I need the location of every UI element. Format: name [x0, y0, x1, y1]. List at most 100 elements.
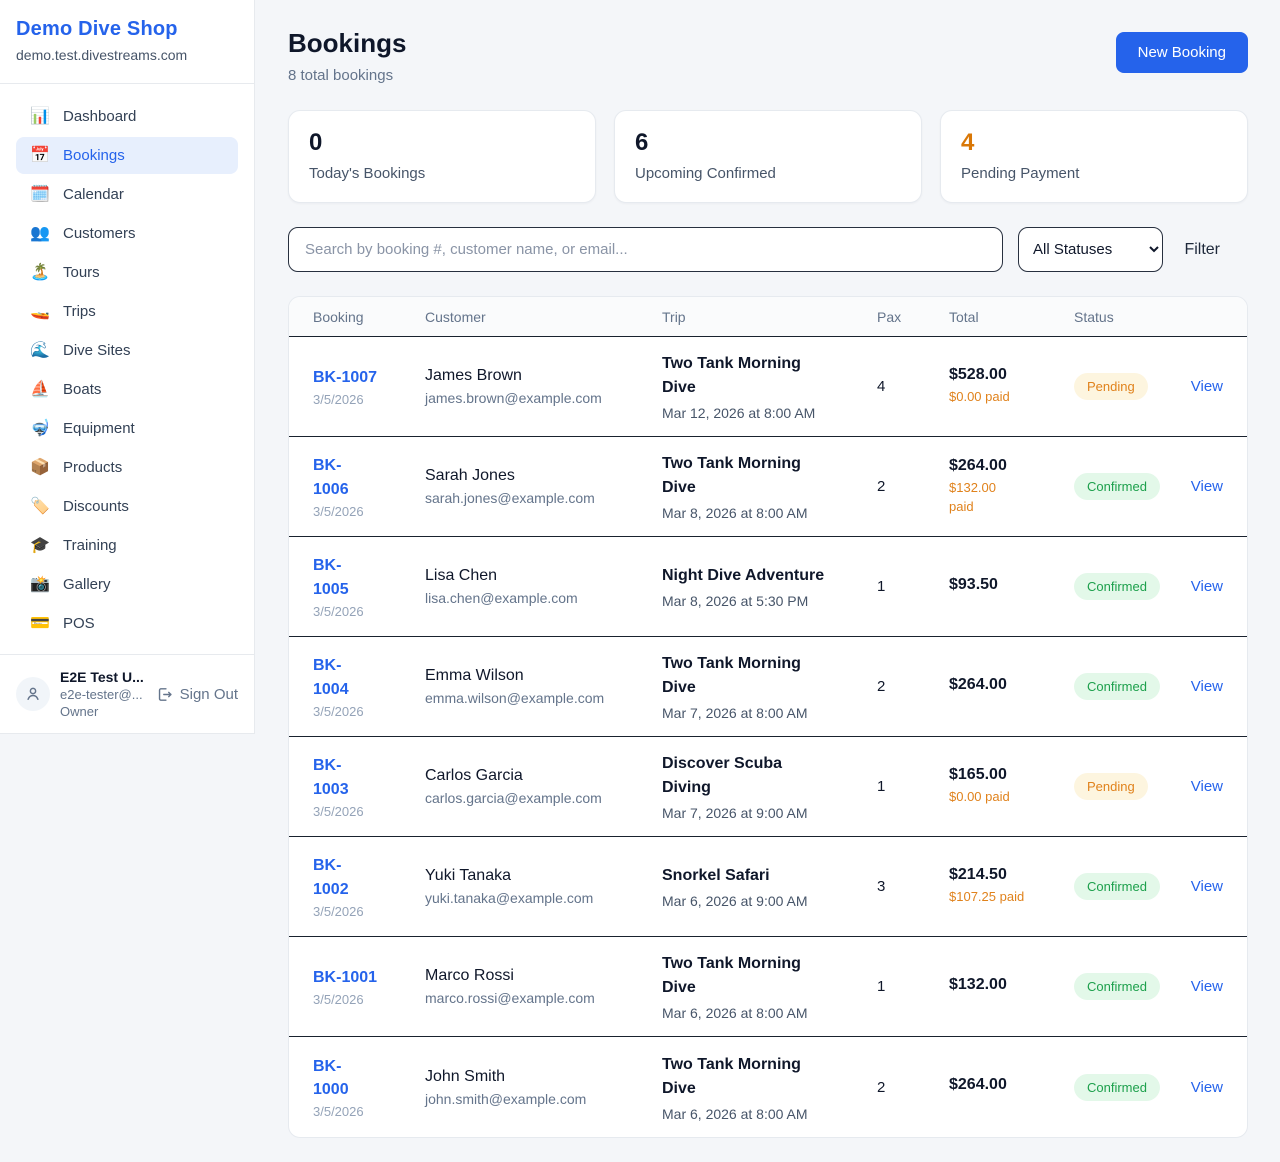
stat-card-todays-bookings: 0 Today's Bookings: [288, 110, 596, 203]
total-amount: $264.00: [949, 1076, 1007, 1093]
trip-cell: Two Tank Morning Dive Mar 8, 2026 at 8:0…: [662, 452, 877, 521]
sign-out-button[interactable]: Sign Out: [156, 686, 238, 703]
status-badge: Pending: [1074, 773, 1148, 800]
booking-date: 3/5/2026: [313, 992, 364, 1008]
booking-id-link[interactable]: BK- 1004: [313, 657, 349, 698]
pax-cell: 2: [877, 1078, 886, 1096]
view-link[interactable]: View: [1190, 378, 1223, 395]
sidebar-item-products[interactable]: 📦 Products: [16, 449, 238, 486]
stat-label: Pending Payment: [961, 165, 1080, 182]
sidebar-item-tours[interactable]: 🏝️ Tours: [16, 254, 238, 291]
trip-name: Two Tank Morning Dive: [662, 455, 801, 496]
customer-email: lisa.chen@example.com: [425, 590, 578, 606]
column-header-total: Total: [949, 308, 979, 325]
new-booking-button[interactable]: New Booking: [1115, 32, 1248, 73]
sidebar-item-customers[interactable]: 👥 Customers: [16, 215, 238, 252]
page-title: Bookings: [288, 28, 407, 58]
sidebar-item-trips[interactable]: 🚤 Trips: [16, 293, 238, 330]
total-cell: $528.00 $0.00 paid: [949, 366, 1074, 406]
booking-cell: BK- 1005 3/5/2026: [313, 554, 425, 618]
user-meta: E2E Test U... e2e-tester@... Owner: [60, 669, 144, 719]
sidebar-item-dashboard[interactable]: 📊 Dashboard: [16, 98, 238, 135]
booking-date: 3/5/2026: [313, 903, 364, 919]
total-cell: $214.50 $107.25 paid: [949, 866, 1074, 906]
booking-date: 3/5/2026: [313, 392, 364, 408]
sidebar-header: Demo Dive Shop demo.test.divestreams.com: [0, 0, 254, 84]
sidebar-item-gallery[interactable]: 📸 Gallery: [16, 566, 238, 603]
total-amount: $264.00: [949, 457, 1007, 475]
booking-id-link[interactable]: BK- 1002: [313, 857, 349, 898]
total-cell: $93.50: [949, 576, 1074, 598]
sidebar-item-calendar[interactable]: 🗓️ Calendar: [16, 176, 238, 213]
sidebar-item-equipment[interactable]: 🤿 Equipment: [16, 410, 238, 447]
booking-id-link[interactable]: BK-1007: [313, 368, 378, 386]
status-cell: Confirmed: [1074, 1073, 1196, 1101]
package-icon: 📦: [30, 458, 50, 476]
status-filter-select[interactable]: All Statuses: [1018, 227, 1163, 272]
paid-amount: $107.25 paid: [949, 889, 1025, 905]
total-cell: $132.00: [949, 976, 1074, 998]
sidebar-item-pos[interactable]: 💳 POS: [16, 605, 238, 642]
search-input[interactable]: [288, 227, 1003, 272]
customer-email: james.brown@example.com: [425, 390, 602, 406]
sidebar-nav: 📊 Dashboard 📅 Bookings 🗓️ Calendar 👥 Cus…: [0, 84, 254, 654]
status-badge: Confirmed: [1074, 973, 1160, 1000]
view-link[interactable]: View: [1190, 978, 1223, 995]
total-amount: $165.00: [949, 766, 1007, 784]
stats-row: 0 Today's Bookings 6 Upcoming Confirmed …: [288, 110, 1248, 203]
booking-id-link[interactable]: BK- 1000: [313, 1057, 349, 1098]
stat-label: Upcoming Confirmed: [635, 165, 776, 182]
status-badge: Confirmed: [1074, 1073, 1160, 1101]
sign-out-label: Sign Out: [179, 685, 238, 703]
camera-icon: 📸: [30, 575, 50, 593]
view-link[interactable]: View: [1190, 878, 1223, 895]
spiral-calendar-icon: 🗓️: [30, 185, 50, 203]
view-link[interactable]: View: [1190, 578, 1223, 595]
trip-name: Two Tank Morning Dive: [662, 1055, 801, 1097]
sidebar-item-label: Equipment: [63, 420, 135, 437]
sidebar-item-label: Bookings: [63, 147, 125, 164]
status-badge: Confirmed: [1074, 873, 1160, 900]
customer-email: carlos.garcia@example.com: [425, 790, 602, 806]
sidebar-item-label: Trips: [63, 303, 96, 320]
table-row: BK- 1006 3/5/2026 Sarah Jones sarah.jone…: [289, 437, 1247, 537]
status-badge: Confirmed: [1074, 473, 1160, 500]
stat-value: 0: [309, 129, 323, 156]
sidebar-item-boats[interactable]: ⛵ Boats: [16, 371, 238, 408]
user-role: Owner: [60, 704, 99, 719]
booking-id-link[interactable]: BK- 1005: [313, 557, 349, 598]
sidebar-item-label: Customers: [63, 225, 136, 242]
booking-cell: BK- 1000 3/5/2026: [313, 1055, 425, 1119]
table-row: BK-1007 3/5/2026 James Brown james.brown…: [289, 337, 1247, 437]
total-cell: $264.00: [949, 1076, 1074, 1098]
booking-id-link[interactable]: BK- 1006: [313, 457, 349, 498]
page-header-text: Bookings 8 total bookings: [288, 28, 406, 84]
view-link[interactable]: View: [1190, 778, 1223, 795]
stat-card-upcoming-confirmed: 6 Upcoming Confirmed: [614, 110, 922, 203]
customer-cell: James Brown james.brown@example.com: [425, 367, 662, 406]
status-cell: Confirmed: [1074, 573, 1196, 600]
total-amount: $264.00: [949, 675, 1007, 693]
table-row: BK- 1002 3/5/2026 Yuki Tanaka yuki.tanak…: [289, 837, 1247, 937]
view-link[interactable]: View: [1190, 678, 1223, 695]
trip-time: Mar 12, 2026 at 8:00 AM: [662, 405, 816, 421]
trip-name: Two Tank Morning Dive: [662, 655, 801, 696]
view-link[interactable]: View: [1190, 478, 1223, 495]
view-link[interactable]: View: [1190, 1078, 1223, 1096]
trip-cell: Two Tank Morning Dive Mar 12, 2026 at 8:…: [662, 352, 877, 421]
sidebar-item-training[interactable]: 🎓 Training: [16, 527, 238, 564]
sidebar-item-label: Dive Sites: [63, 342, 131, 359]
filter-button[interactable]: Filter: [1184, 240, 1220, 258]
trip-name: Two Tank Morning Dive: [662, 355, 801, 396]
table-row: BK-1001 3/5/2026 Marco Rossi marco.rossi…: [289, 937, 1247, 1037]
sidebar-item-label: Calendar: [63, 186, 124, 203]
sidebar-item-discounts[interactable]: 🏷️ Discounts: [16, 488, 238, 525]
sidebar-item-dive-sites[interactable]: 🌊 Dive Sites: [16, 332, 238, 369]
total-amount: $132.00: [949, 975, 1007, 993]
booking-date: 3/5/2026: [313, 1104, 364, 1120]
booking-id-link[interactable]: BK- 1003: [313, 757, 349, 798]
sidebar-item-bookings[interactable]: 📅 Bookings: [16, 137, 238, 174]
booking-id-link[interactable]: BK-1001: [313, 968, 378, 986]
customer-name: Emma Wilson: [425, 667, 524, 684]
